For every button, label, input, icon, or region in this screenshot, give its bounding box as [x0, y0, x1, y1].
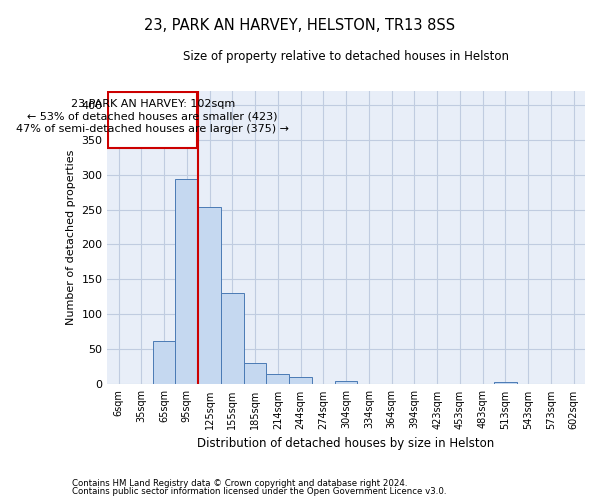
Bar [289, 378, 312, 384]
Title: Size of property relative to detached houses in Helston: Size of property relative to detached ho… [183, 50, 509, 63]
Text: 47% of semi-detached houses are larger (375) →: 47% of semi-detached houses are larger (… [16, 124, 289, 134]
Bar [109, 92, 197, 148]
Bar [198, 208, 221, 384]
Text: Contains HM Land Registry data © Crown copyright and database right 2024.: Contains HM Land Registry data © Crown c… [72, 478, 407, 488]
Bar [494, 382, 517, 384]
Bar [266, 374, 289, 384]
Text: 23, PARK AN HARVEY, HELSTON, TR13 8SS: 23, PARK AN HARVEY, HELSTON, TR13 8SS [145, 18, 455, 32]
Bar [335, 381, 358, 384]
Bar [153, 341, 175, 384]
Bar [175, 180, 198, 384]
Text: ← 53% of detached houses are smaller (423): ← 53% of detached houses are smaller (42… [28, 112, 278, 122]
X-axis label: Distribution of detached houses by size in Helston: Distribution of detached houses by size … [197, 437, 495, 450]
Text: 23 PARK AN HARVEY: 102sqm: 23 PARK AN HARVEY: 102sqm [71, 99, 235, 109]
Bar [221, 293, 244, 384]
Y-axis label: Number of detached properties: Number of detached properties [65, 150, 76, 325]
Text: Contains public sector information licensed under the Open Government Licence v3: Contains public sector information licen… [72, 487, 446, 496]
Bar [244, 364, 266, 384]
